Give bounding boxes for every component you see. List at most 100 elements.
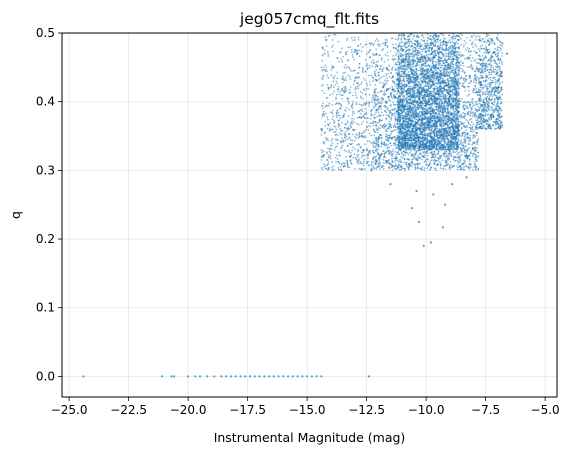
data-point — [398, 63, 401, 66]
data-point — [393, 157, 395, 160]
data-point — [379, 77, 381, 80]
data-point — [398, 34, 401, 37]
data-point — [409, 55, 412, 58]
data-point — [405, 72, 408, 75]
data-point — [456, 134, 459, 137]
data-point — [444, 134, 446, 137]
data-point — [408, 42, 410, 45]
data-point — [403, 96, 406, 99]
data-point — [449, 110, 452, 113]
data-point — [407, 90, 410, 93]
data-point — [445, 135, 448, 138]
data-point — [442, 167, 445, 170]
data-point — [386, 55, 389, 57]
data-point — [426, 81, 428, 83]
data-point — [458, 114, 461, 117]
data-point — [413, 105, 415, 107]
data-point — [450, 50, 452, 53]
data-point — [447, 46, 450, 49]
data-point — [425, 129, 428, 131]
data-point — [455, 102, 458, 104]
data-point — [441, 44, 444, 47]
data-point — [407, 65, 410, 68]
data-point — [397, 66, 400, 69]
data-point — [389, 93, 392, 96]
data-point — [408, 102, 411, 105]
data-point — [469, 124, 472, 126]
data-point — [458, 103, 460, 106]
data-point — [380, 76, 383, 78]
data-point — [455, 88, 457, 91]
data-point — [393, 108, 396, 111]
data-point — [444, 58, 447, 61]
data-point — [447, 112, 450, 114]
data-point — [469, 126, 472, 129]
data-point — [408, 141, 410, 144]
data-point — [401, 88, 403, 90]
data-point — [451, 144, 454, 147]
data-point — [451, 58, 453, 61]
data-point — [411, 96, 414, 99]
data-point — [402, 137, 405, 140]
data-point — [419, 140, 421, 143]
data-point — [416, 132, 419, 135]
data-point — [395, 113, 398, 116]
data-point — [442, 90, 445, 93]
data-point — [425, 124, 428, 126]
data-point — [431, 148, 434, 151]
data-point — [397, 35, 400, 38]
data-point — [426, 74, 428, 77]
data-point — [389, 87, 391, 90]
data-point — [427, 53, 430, 56]
data-point — [422, 99, 424, 101]
data-point — [439, 106, 442, 108]
data-point — [412, 66, 415, 68]
data-point — [442, 77, 444, 80]
data-point — [448, 140, 450, 143]
data-point — [394, 151, 397, 153]
data-point — [409, 99, 412, 101]
data-point — [432, 57, 435, 59]
data-point — [413, 46, 415, 49]
data-point — [462, 168, 465, 171]
data-point — [440, 52, 443, 55]
data-point — [477, 94, 479, 97]
data-point — [440, 147, 442, 149]
data-point — [429, 52, 432, 55]
data-point — [411, 117, 414, 120]
data-point — [433, 70, 435, 73]
data-point — [449, 115, 451, 118]
data-point — [420, 38, 423, 41]
data-point — [419, 144, 422, 147]
data-point — [403, 54, 406, 56]
data-point — [434, 79, 437, 82]
data-point — [449, 89, 451, 92]
data-point — [419, 53, 422, 55]
data-point — [472, 137, 474, 139]
data-point — [437, 148, 440, 151]
data-point — [414, 68, 417, 71]
data-point — [439, 62, 441, 65]
data-point — [428, 97, 431, 99]
data-point — [405, 68, 408, 70]
data-point — [430, 39, 433, 41]
data-point — [411, 65, 413, 68]
data-point — [418, 73, 421, 76]
data-point — [463, 141, 466, 143]
data-point — [449, 41, 452, 44]
data-point — [421, 126, 423, 128]
data-point — [380, 108, 382, 111]
data-point — [410, 159, 413, 161]
data-point — [374, 66, 377, 68]
data-point — [472, 46, 475, 49]
data-point — [424, 151, 427, 154]
data-point — [399, 92, 401, 95]
data-point — [429, 91, 431, 93]
data-point — [432, 110, 435, 112]
data-point — [467, 82, 470, 85]
data-point — [457, 139, 460, 141]
data-point — [377, 74, 380, 77]
data-point — [385, 128, 388, 131]
data-point — [473, 79, 475, 81]
data-point — [439, 60, 442, 62]
